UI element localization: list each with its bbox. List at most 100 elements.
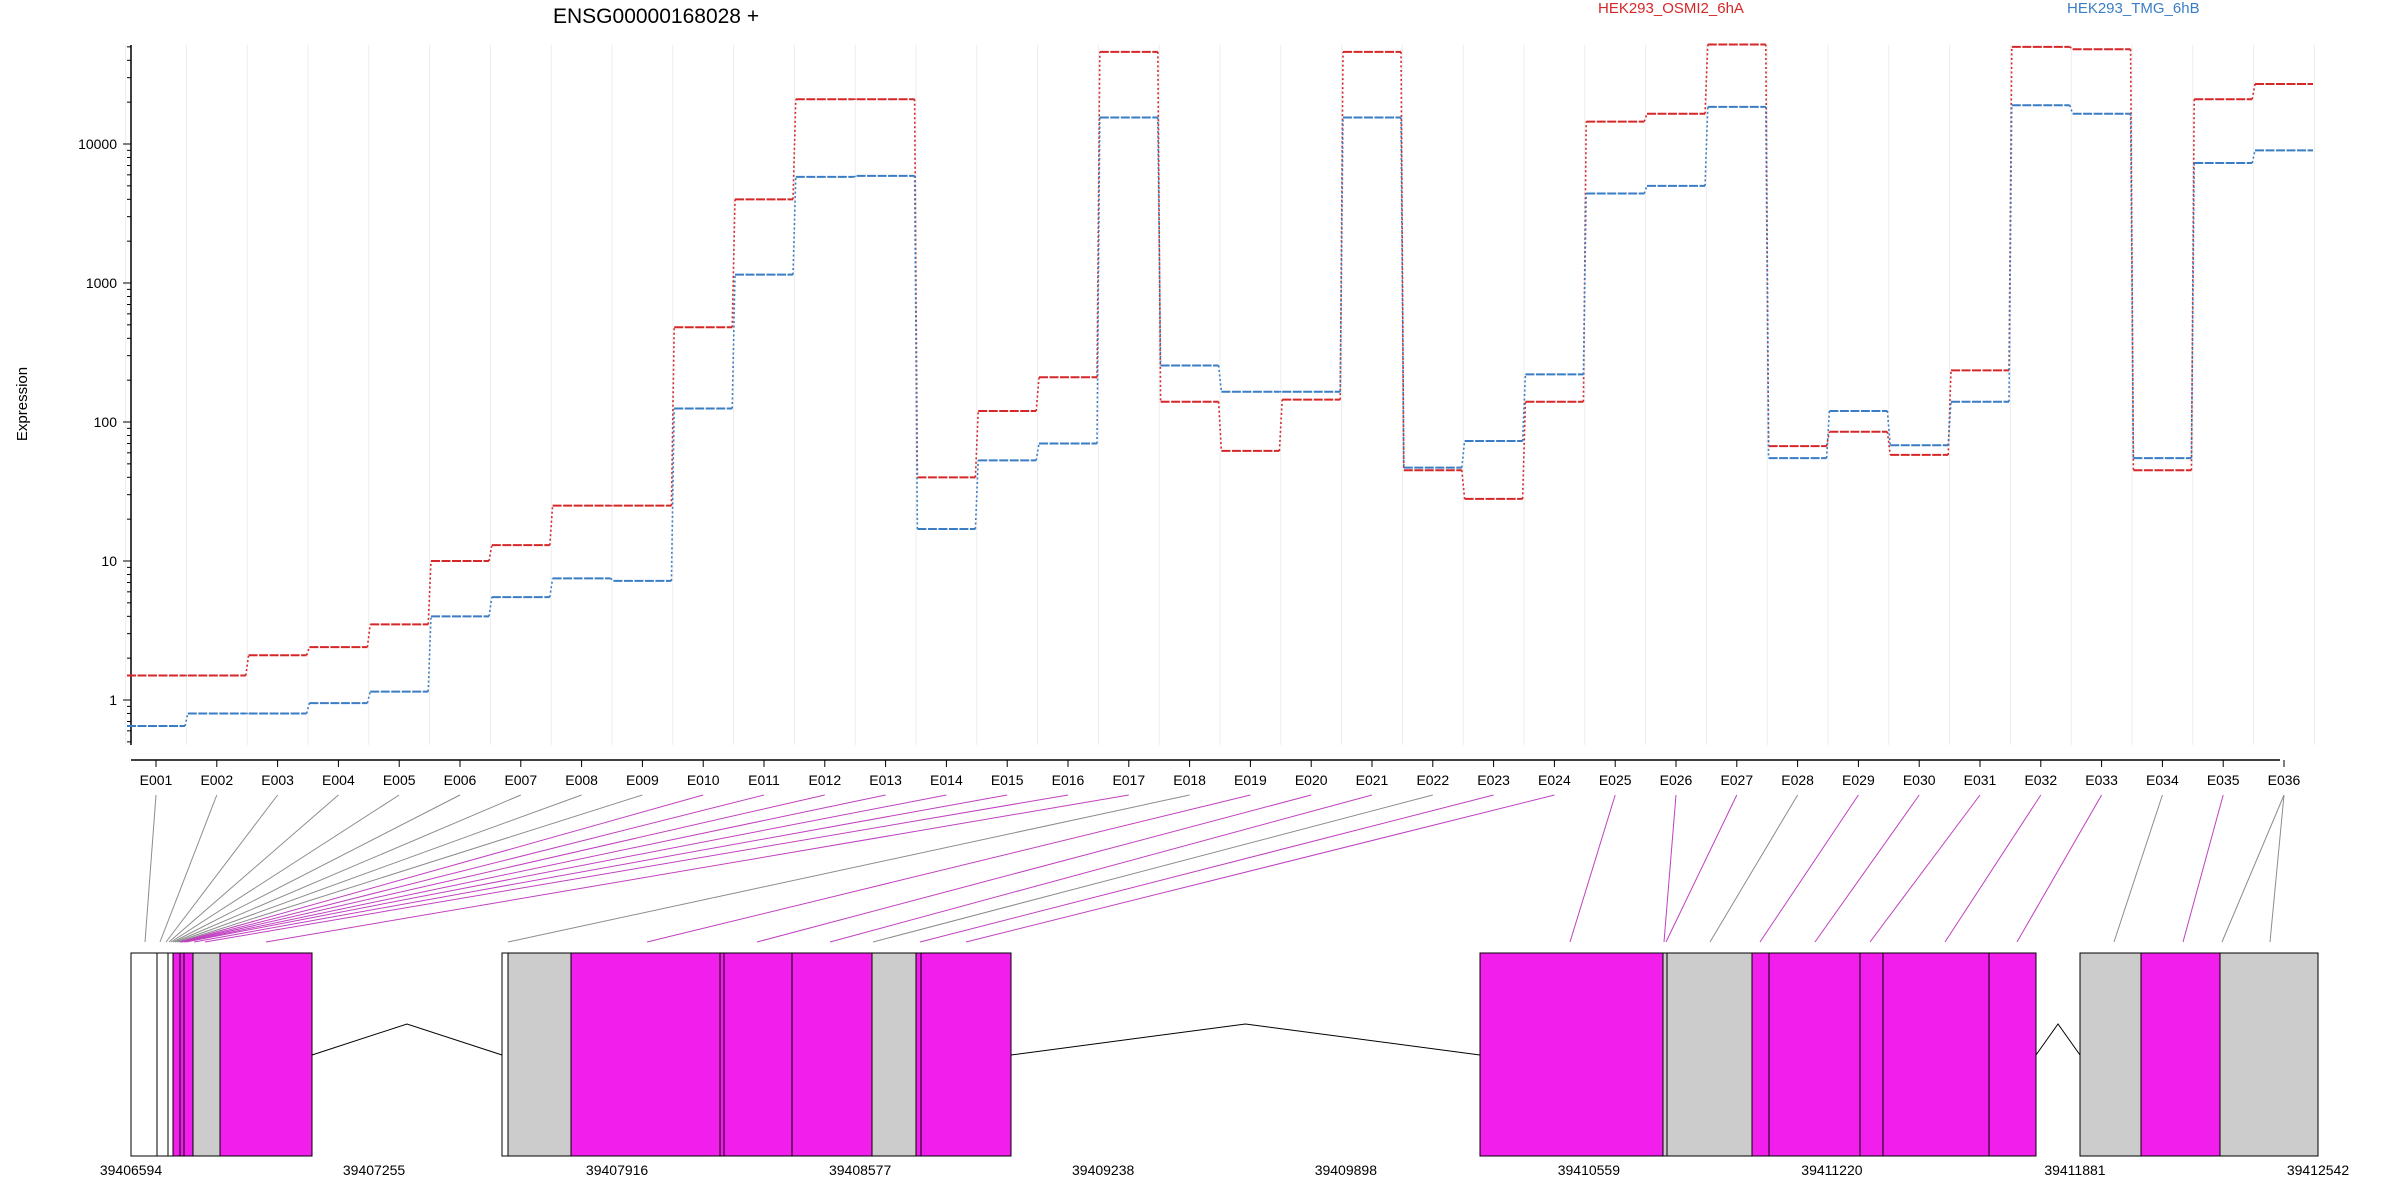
exon-box (871, 952, 917, 1157)
series-connector (1765, 106, 1770, 459)
x-tick-label: E035 (2207, 772, 2240, 788)
exon-connector (165, 794, 278, 943)
y-axis-label: Expression (14, 367, 31, 441)
exon-connector (183, 794, 886, 943)
exon-connector (1759, 794, 1859, 943)
exon-connector (965, 794, 1555, 943)
vertical-gridlines (125, 45, 2315, 745)
exon-box (501, 952, 509, 1157)
series-connector (1096, 51, 1101, 378)
exon-box (915, 952, 922, 1157)
y-tick-label: 10000 (78, 136, 117, 152)
exon-connector (2182, 794, 2224, 943)
series-connector (427, 616, 432, 692)
series-connector (1886, 410, 1891, 446)
exon-connector (1814, 794, 1920, 943)
exon-connector (507, 794, 1190, 943)
exon-box (1768, 952, 1861, 1157)
x-tick-label: E022 (1416, 772, 1449, 788)
coordinate-label: 39411220 (1801, 1162, 1862, 1178)
series-connector (792, 176, 797, 275)
x-tick-label: E024 (1538, 772, 1571, 788)
x-tick-label: E026 (1660, 772, 1693, 788)
exon-connector (179, 794, 704, 943)
exon-box (507, 952, 572, 1157)
exon-box (2140, 952, 2221, 1157)
x-tick-label: E017 (1112, 772, 1145, 788)
exon-connector (178, 794, 643, 943)
x-tick-label: E014 (930, 772, 963, 788)
coordinate-label: 39411881 (2044, 1162, 2105, 1178)
exon-box (1988, 952, 2037, 1157)
exon-connector (872, 794, 1433, 943)
coordinate-label: 39406594 (100, 1162, 163, 1178)
exon-connector (646, 794, 1251, 943)
series-connector (305, 646, 311, 656)
genomic-coordinate-axis: 39406594 39407255 39407916 39408577 39409238… (100, 1162, 2350, 1178)
gene-model-track (130, 952, 2319, 1157)
legend-entry-tmg: HEK293_TMG_6hB (2067, 0, 2200, 17)
series-connector (913, 99, 919, 478)
exon-connector (1709, 794, 1799, 943)
series-connector (1765, 44, 1770, 447)
series-connector (1096, 117, 1101, 444)
series-connector (1886, 431, 1891, 455)
y-axis: 1 10 100 1000 10000 (78, 45, 132, 745)
exon-connector (1944, 794, 2042, 943)
exon-connector (2221, 794, 2285, 943)
intron-line (1010, 1023, 1481, 1056)
y-tick-label: 100 (94, 414, 118, 430)
x-tick-label: E025 (1599, 772, 1632, 788)
series-connector (549, 578, 554, 598)
series-connector (792, 99, 797, 200)
series-connector (427, 560, 432, 625)
chart-title: ENSG00000168028 + (553, 5, 759, 28)
series-connector (488, 596, 493, 617)
series-connector (2069, 46, 2074, 50)
series-connector (2190, 99, 2195, 471)
series-connector (974, 410, 979, 478)
exon-connector (829, 794, 1373, 943)
coordinate-label: 39407255 (343, 1162, 406, 1178)
x-tick-label: E020 (1295, 772, 1328, 788)
exon-connector (144, 794, 157, 943)
exon-box (179, 952, 185, 1157)
exon-box (172, 952, 181, 1157)
x-tick-label: E019 (1234, 772, 1267, 788)
x-tick-label: E003 (261, 772, 294, 788)
exon-connector (174, 794, 521, 943)
series-connector (1947, 401, 1952, 446)
x-tick-label: E027 (1720, 772, 1753, 788)
exon-connector (172, 794, 461, 943)
exon-connector (2016, 794, 2103, 943)
exon-box (156, 952, 169, 1157)
series-connector (1339, 117, 1344, 392)
legend-entry-osmi2: HEK293_OSMI2_6hA (1598, 0, 1744, 17)
series-connector (366, 624, 371, 648)
x-tick-label: E028 (1781, 772, 1814, 788)
exon-connector (180, 794, 765, 943)
x-tick-label: E018 (1173, 772, 1206, 788)
coordinate-label: 39410559 (1558, 1162, 1621, 1178)
exon-box (1666, 952, 1753, 1157)
exon-box (219, 952, 313, 1157)
series-connector (184, 713, 189, 727)
x-tick-label: E010 (687, 772, 720, 788)
exon-box (2079, 952, 2142, 1157)
exon-connector (193, 794, 1008, 943)
exon-connector (265, 794, 1129, 943)
x-tick-label: E030 (1903, 772, 1936, 788)
x-tick-label: E033 (2085, 772, 2118, 788)
x-tick-label: E008 (565, 772, 598, 788)
series-connector (1035, 377, 1040, 412)
exon-connector (1869, 794, 1981, 943)
exon-box (570, 952, 721, 1157)
exon-connector-lines (144, 794, 2285, 943)
exon-box (130, 952, 158, 1157)
exon-box (791, 952, 873, 1157)
y-tick-label: 1000 (86, 275, 117, 291)
x-tick-label: E009 (626, 772, 659, 788)
series-connector (1825, 410, 1831, 459)
exon-connector (176, 794, 582, 943)
series-connector (2069, 105, 2074, 115)
